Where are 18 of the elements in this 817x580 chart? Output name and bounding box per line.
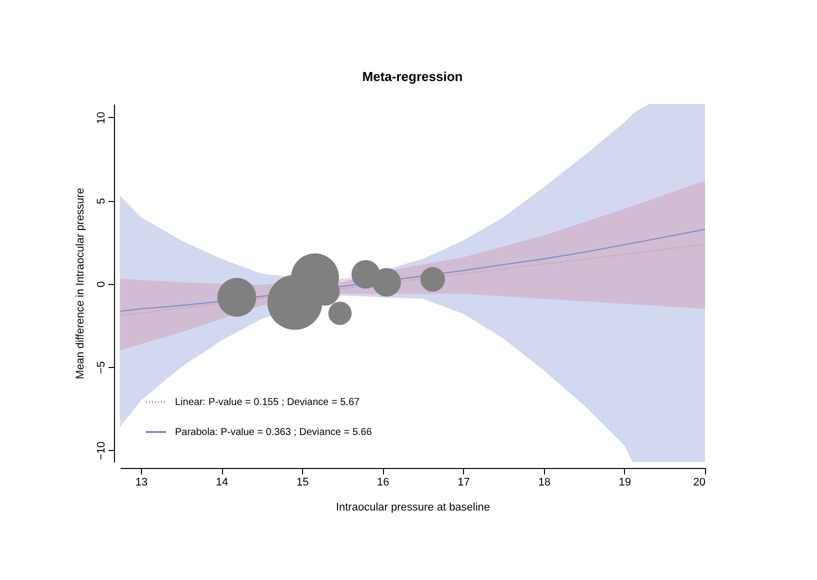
y-tick-label: −5 (96, 361, 108, 374)
chart-title: Meta-regression (362, 69, 463, 84)
legend-label: Parabola: P-value = 0.363 ; Deviance = 5.66 (175, 427, 372, 438)
y-axis-title: Mean difference in Intraocular pressure (74, 188, 86, 380)
y-tick-label: 0 (96, 281, 108, 288)
x-tick-label: 18 (538, 476, 550, 488)
x-tick-label: 13 (135, 476, 148, 488)
legend-label: Linear: P-value = 0.155 ; Deviance = 5.67 (175, 397, 360, 408)
x-tick-label: 16 (377, 476, 390, 488)
y-tick-label: 5 (96, 198, 108, 204)
x-tick-label: 20 (693, 476, 706, 488)
x-tick-label: 17 (458, 476, 470, 488)
x-tick-label: 14 (216, 476, 228, 488)
x-tick-label: 15 (296, 476, 309, 488)
y-tick-label: −10 (96, 442, 108, 460)
x-axis-title: Intraocular pressure at baseline (336, 502, 490, 514)
x-tick-label: 19 (618, 476, 632, 488)
y-tick-label: 10 (96, 112, 108, 124)
